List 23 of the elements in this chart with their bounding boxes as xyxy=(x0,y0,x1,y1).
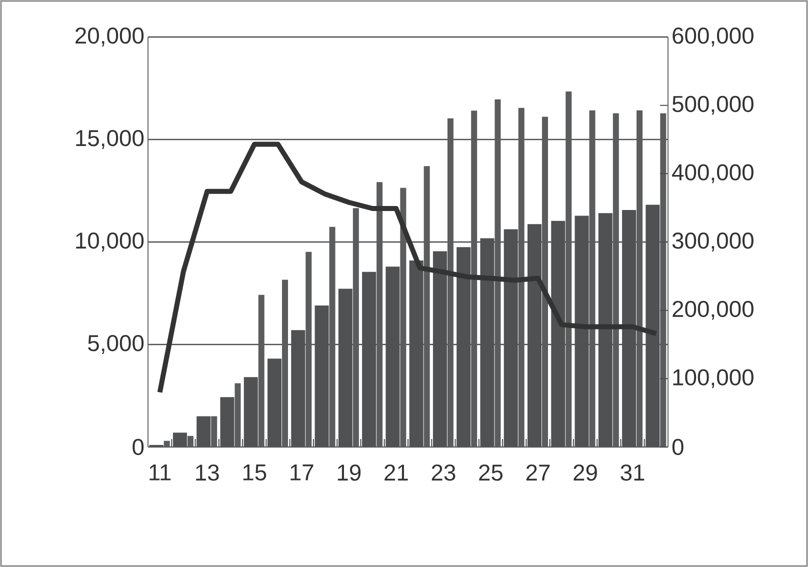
y2-tick-label: 300,000 xyxy=(672,232,754,252)
y2-tick-label: 200,000 xyxy=(672,300,754,320)
y2-tick-label: 500,000 xyxy=(672,96,754,115)
y-tick-label: 5,000 xyxy=(88,335,144,354)
y2-tick-label: 0 xyxy=(672,438,684,456)
x-tick-label: 11 xyxy=(150,464,171,480)
y2-tick-label: 100,000 xyxy=(673,369,754,388)
y2-tick-label: 400,000 xyxy=(672,164,754,184)
x-tick-label: 17 xyxy=(290,464,314,480)
x-tick-label: 29 xyxy=(574,464,597,481)
x-tick-label: 15 xyxy=(243,464,266,481)
y-tick-label: 15,000 xyxy=(76,130,144,149)
y-tick-label: 20,000 xyxy=(76,28,144,46)
x-tick-label: 13 xyxy=(196,464,219,481)
x-tick-label: 25 xyxy=(479,464,503,481)
y-tick-label: 0 xyxy=(132,438,144,456)
x-tick-label: 27 xyxy=(526,464,550,481)
x-tick-label: 23 xyxy=(432,464,456,481)
y2-tick-label: 600,000 xyxy=(672,28,754,46)
x-tick-label: 19 xyxy=(338,464,361,481)
x-tick-label: 21 xyxy=(384,464,408,481)
y-tick-label: 10,000 xyxy=(76,232,144,252)
x-tick-label: 31 xyxy=(620,464,644,481)
